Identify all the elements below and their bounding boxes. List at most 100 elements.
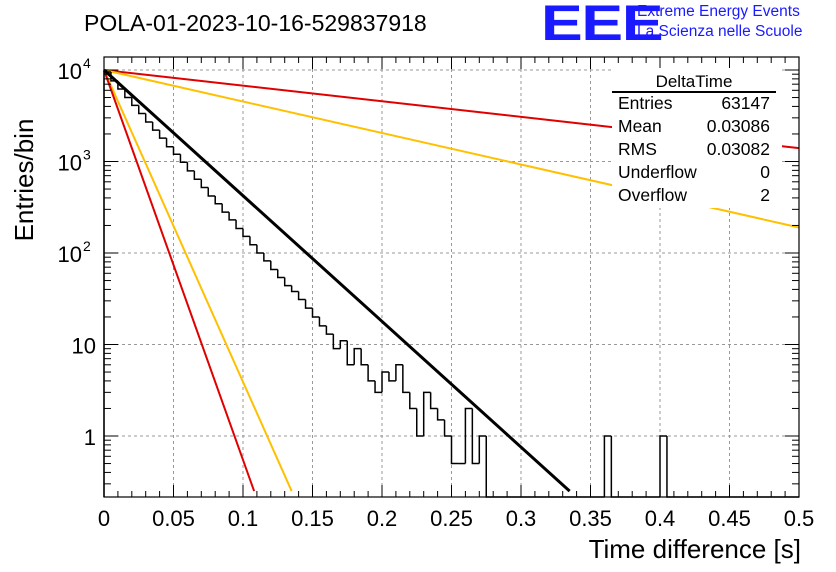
histogram-bin [131, 97, 139, 107]
fit-line [102, 68, 571, 493]
y-tick-label: 10 [58, 59, 82, 84]
stats-row-value: 2 [760, 185, 770, 205]
histogram-bin [360, 348, 369, 366]
histogram-bin [186, 162, 195, 172]
histogram-bin [318, 316, 327, 327]
histogram-bin [151, 122, 160, 131]
histogram-bin [249, 236, 257, 246]
histogram-bin [270, 260, 278, 271]
histogram-bin [659, 435, 667, 497]
reference-line [103, 69, 256, 492]
stats-row-label: Overflow [618, 185, 687, 205]
x-tick-label: 0.5 [784, 506, 815, 531]
x-tick-label: 0.1 [228, 506, 259, 531]
x-tick-label: 0.2 [367, 506, 398, 531]
histogram-bin [339, 339, 348, 349]
histogram-bin [214, 195, 223, 205]
x-tick-label: 0 [98, 506, 110, 531]
stats-row-value: 0 [760, 162, 770, 182]
histogram-bin [429, 392, 438, 410]
stats-row-label: Entries [618, 93, 673, 113]
y-tick-label-exponent: 3 [83, 147, 91, 163]
histogram-bin [158, 130, 167, 139]
histogram-bin [402, 364, 410, 394]
stats-row-label: RMS [618, 139, 657, 159]
histogram-bin [367, 364, 376, 382]
x-tick-label: 0.05 [152, 506, 195, 531]
stats-row-label: Underflow [618, 162, 697, 182]
y-tick-label: 10 [58, 242, 82, 267]
histogram-bin [374, 380, 382, 394]
y-tick-label: 10 [72, 334, 96, 359]
y-tick-label-exponent: 4 [83, 55, 91, 71]
histogram-bin [235, 219, 243, 230]
histogram-bin [200, 179, 209, 189]
logo-caption-line2: La Scienza nelle Scuole [637, 23, 803, 40]
histogram-bin [610, 436, 619, 498]
stats-rows: Entries 63147 Mean 0.03086 RMS 0.03082 Underfl… [618, 93, 770, 205]
histogram-bin [256, 244, 264, 254]
histogram-bin [277, 269, 285, 279]
stats-row-value: 0.03082 [707, 139, 770, 159]
histogram-bin [242, 228, 250, 238]
histogram-bin [297, 291, 306, 301]
y-tick-label: 10 [58, 151, 82, 176]
axis-tick-labels: 0 0.05 0.1 0.15 0.2 0.25 0.3 0.35 0.4 0.45 0.5 1 10 1… [58, 55, 815, 531]
histogram-bin [409, 392, 417, 410]
histogram-bin [221, 203, 230, 213]
histogram-bin [228, 212, 237, 221]
stats-row-label: Mean [618, 116, 662, 136]
histogram-bin [311, 308, 320, 318]
histogram-bin [124, 88, 132, 99]
histogram-bin [353, 347, 362, 365]
histogram-bin [450, 436, 459, 465]
histogram-bin [666, 436, 674, 498]
histogram-bin [603, 435, 612, 497]
x-tick-label: 0.45 [708, 506, 751, 531]
y-axis-label: Entries/bin [9, 119, 39, 242]
histogram-bin [325, 325, 334, 335]
histogram-bin [395, 364, 403, 381]
x-axis-label: Time difference [s] [589, 534, 801, 564]
histogram-bin [179, 154, 188, 164]
grid [104, 57, 799, 497]
histogram-bin [381, 371, 389, 393]
fit-line-layer [102, 68, 571, 493]
y-tick-label: 1 [84, 425, 96, 450]
histogram-bin [144, 113, 153, 123]
stats-row-value: 0.03086 [707, 116, 770, 136]
x-tick-label: 0.3 [506, 506, 537, 531]
x-tick-label: 0.4 [645, 506, 676, 531]
histogram-bin [138, 105, 146, 115]
histogram-bin [346, 340, 355, 366]
histogram-bin [388, 372, 396, 382]
histogram-bin [304, 299, 313, 309]
histogram-bin [422, 391, 431, 436]
logo-caption-line1: Extreme Energy Events [637, 3, 800, 20]
y-tick-label-exponent: 2 [83, 238, 91, 254]
axis-ticks [103, 57, 800, 497]
stats-box: DeltaTime Entries 63147 Mean 0.03086 RMS 0.03… [612, 68, 782, 208]
histogram-bin [436, 408, 445, 421]
histogram-bin [172, 146, 181, 156]
histogram-bin [290, 285, 299, 293]
histogram-bin [283, 277, 292, 287]
x-tick-label: 0.25 [430, 506, 473, 531]
stats-row-value: 63147 [721, 93, 770, 113]
histogram-bin [193, 170, 202, 180]
x-tick-label: 0.35 [569, 506, 612, 531]
histogram-bin [478, 435, 487, 464]
chart-title: POLA-01-2023-10-16-529837918 [84, 10, 427, 36]
histogram-bin [464, 407, 473, 464]
histogram-bin [103, 71, 111, 497]
histogram-bin [471, 408, 480, 465]
histogram-bin [443, 419, 452, 437]
eee-logo: EEE [541, 0, 664, 51]
histogram-bin [263, 253, 271, 262]
reference-line [103, 69, 293, 492]
histogram-bin [416, 408, 424, 437]
histogram-bin [165, 138, 174, 148]
histogram-bin [207, 187, 216, 197]
histogram-bin [485, 436, 494, 498]
